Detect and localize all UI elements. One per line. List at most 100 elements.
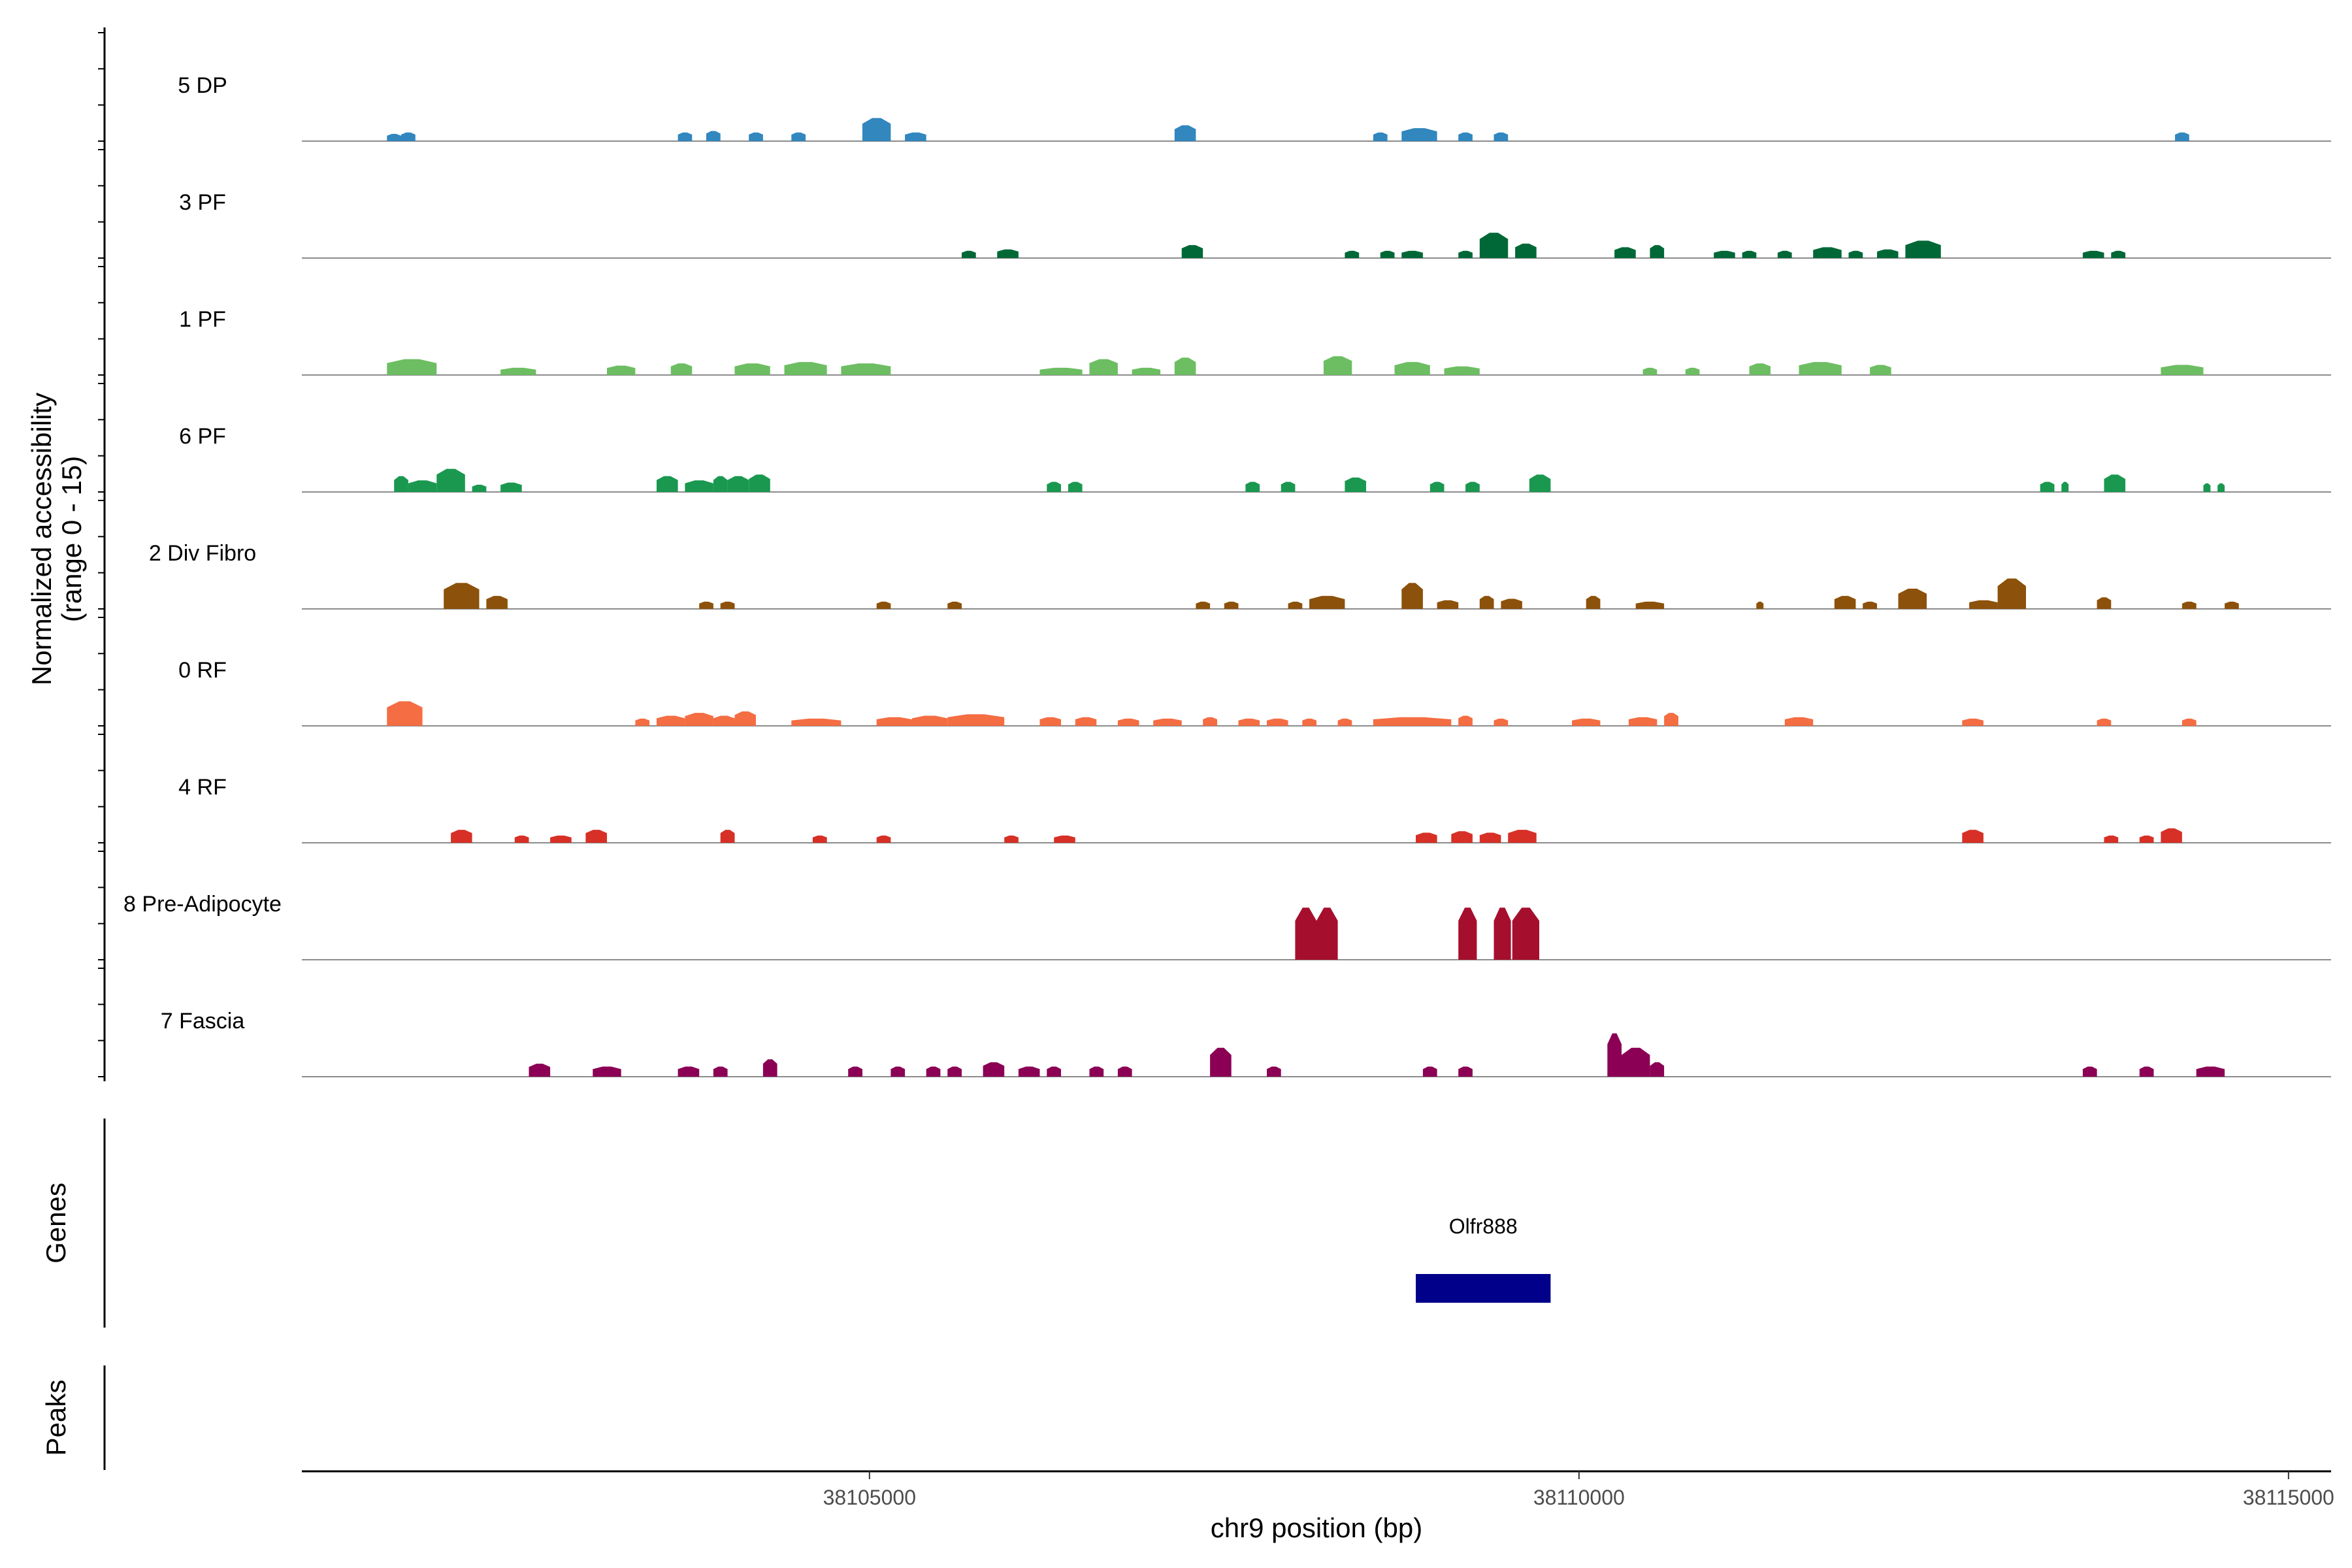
coverage-peak bbox=[1288, 601, 1303, 609]
coverage-peak bbox=[1224, 601, 1239, 609]
coverage-peak bbox=[1834, 596, 1856, 609]
coverage-peak bbox=[727, 476, 749, 492]
coverage-peak bbox=[387, 359, 437, 375]
coverage-peak bbox=[1394, 362, 1430, 375]
coverage-peak bbox=[1302, 718, 1316, 726]
coverage-peak bbox=[1586, 596, 1601, 609]
coverage-peak bbox=[607, 365, 636, 375]
coverage-peak bbox=[2225, 601, 2239, 609]
coverage-peak bbox=[1650, 245, 1665, 258]
coverage-peak bbox=[1635, 601, 1665, 609]
coverage-peak bbox=[1373, 717, 1452, 726]
coverage-peak bbox=[387, 701, 423, 726]
coverage-peak bbox=[1054, 835, 1075, 843]
coverage-peak bbox=[983, 1062, 1005, 1077]
coverage-peak bbox=[1749, 363, 1771, 375]
x-axis-tick-label: 38110000 bbox=[1533, 1486, 1625, 1509]
coverage-peak bbox=[1642, 367, 1658, 375]
coverage-peak bbox=[1018, 1066, 1040, 1077]
coverage-peak bbox=[947, 601, 962, 609]
track-label: 1 PF bbox=[179, 307, 226, 332]
coverage-peak bbox=[876, 717, 912, 726]
coverage-peak bbox=[1870, 365, 1891, 375]
coverage-peak bbox=[1174, 357, 1196, 375]
coverage-peak bbox=[1196, 601, 1211, 609]
coverage-peak bbox=[1245, 482, 1260, 492]
coverage-peak bbox=[1047, 1066, 1061, 1077]
coverage-peak bbox=[2104, 474, 2126, 492]
coverage-peak bbox=[1494, 718, 1509, 726]
coverage-peak bbox=[670, 363, 693, 375]
coverage-peak bbox=[2181, 718, 2197, 726]
coverage-peak bbox=[1416, 832, 1437, 843]
track-8: 7 Fascia bbox=[161, 1009, 2331, 1077]
coverage-peak bbox=[593, 1066, 621, 1077]
coverage-peak bbox=[947, 1066, 962, 1077]
coverage-peak bbox=[2161, 365, 2204, 375]
coverage-peak bbox=[1373, 132, 1388, 141]
coverage-peak bbox=[1479, 596, 1494, 609]
coverage-peak bbox=[912, 715, 948, 726]
coverage-peak bbox=[1089, 359, 1118, 375]
coverage-peak bbox=[1756, 601, 1764, 609]
coverage-peak bbox=[1962, 718, 1984, 726]
coverage-peak bbox=[812, 835, 827, 843]
coverage-peak bbox=[401, 132, 416, 141]
track-4: 2 Div Fibro bbox=[149, 541, 2331, 610]
coverage-peak bbox=[1465, 482, 1480, 492]
genes-track: Olfr888 bbox=[1416, 1215, 1551, 1303]
coverage-peak bbox=[1004, 835, 1019, 843]
coverage-peak bbox=[890, 1066, 906, 1077]
coverage-peak bbox=[1813, 247, 1842, 258]
coverage-peak bbox=[862, 118, 891, 141]
coverage-peak bbox=[1799, 362, 1842, 375]
coverage-peak bbox=[1117, 718, 1139, 726]
coverage-peak bbox=[1267, 718, 1288, 726]
coverage-peak bbox=[1437, 600, 1459, 609]
coverage-peak bbox=[2082, 1066, 2097, 1077]
coverage-peak bbox=[1210, 1047, 1232, 1077]
coverage-peak bbox=[1664, 713, 1678, 726]
coverage-peak bbox=[1501, 598, 1522, 609]
coverage-peak bbox=[1153, 718, 1182, 726]
x-axis-tick-label: 38115000 bbox=[2243, 1486, 2334, 1509]
track-2: 1 PF bbox=[179, 307, 2331, 376]
coverage-peak bbox=[1075, 717, 1097, 726]
coverage-peak bbox=[1444, 366, 1480, 375]
coverage-peak bbox=[2082, 250, 2104, 258]
coverage-peak bbox=[635, 718, 650, 726]
coverage-peak bbox=[848, 1066, 862, 1077]
x-axis-tick-label: 38105000 bbox=[823, 1486, 916, 1509]
coverage-peak bbox=[699, 601, 713, 609]
coverage-peak bbox=[500, 367, 536, 375]
coverage-peak bbox=[2040, 482, 2055, 492]
coverage-peak bbox=[1047, 482, 1061, 492]
coverage-peak bbox=[762, 1059, 777, 1077]
coverage-peak bbox=[657, 476, 678, 492]
coverage-peak bbox=[1969, 600, 1998, 609]
coverage-peak bbox=[749, 474, 770, 492]
x-axis-ticks: 38105000 38110000 38115000 bbox=[823, 1471, 2334, 1509]
coverage-peak bbox=[2196, 1066, 2225, 1077]
gene-label: Olfr888 bbox=[1449, 1215, 1518, 1238]
coverage-peak bbox=[1281, 482, 1296, 492]
coverage-peak bbox=[1777, 250, 1792, 258]
coverage-peak bbox=[1181, 245, 1203, 258]
coverage-peak bbox=[1429, 482, 1445, 492]
coverage-peak bbox=[657, 715, 685, 726]
coverage-peak bbox=[1515, 243, 1537, 258]
coverage-peak bbox=[1238, 718, 1260, 726]
coverage-peak bbox=[1203, 717, 1217, 726]
gene-body bbox=[1416, 1274, 1551, 1303]
coverage-peak bbox=[720, 601, 735, 609]
track-label: 8 Pre-Adipocyte bbox=[123, 892, 282, 917]
coverage-peak bbox=[1422, 1066, 1437, 1077]
coverage-peak bbox=[997, 249, 1019, 258]
coverage-peak bbox=[713, 715, 735, 726]
coverage-peak bbox=[1458, 715, 1473, 726]
coverage-peak bbox=[2161, 828, 2182, 843]
track-label: 6 PF bbox=[179, 424, 226, 449]
coverage-peak bbox=[500, 482, 522, 492]
coverage-peak bbox=[1997, 578, 2026, 609]
coverage-peak bbox=[1401, 250, 1423, 258]
